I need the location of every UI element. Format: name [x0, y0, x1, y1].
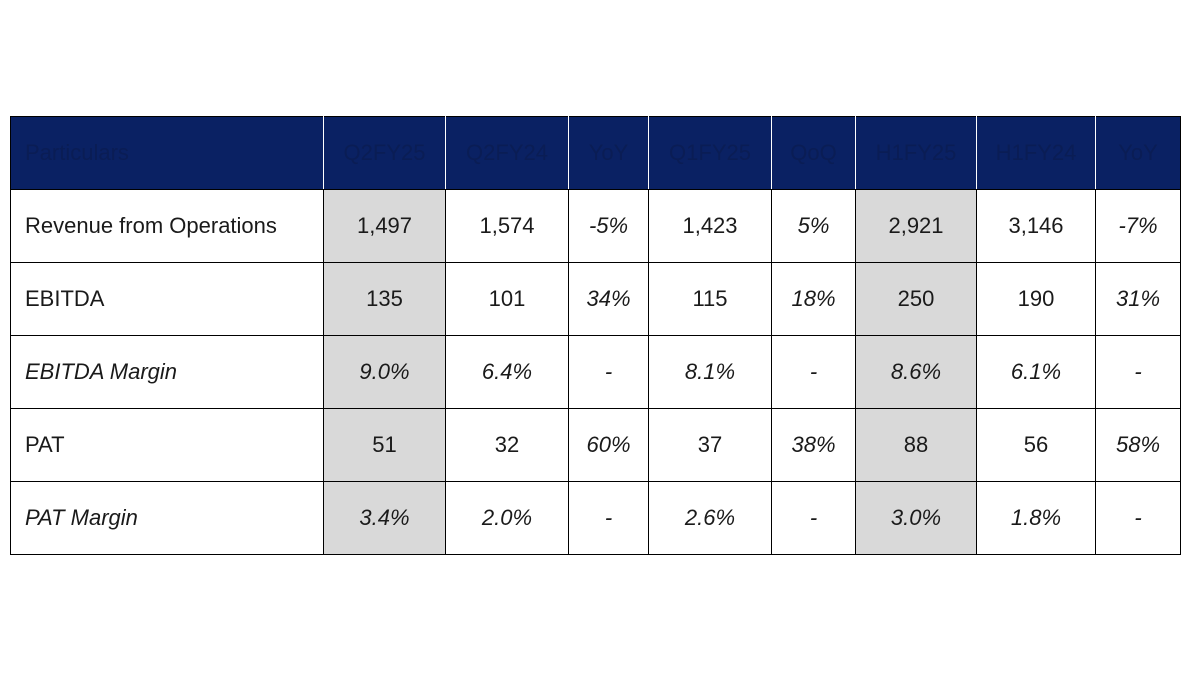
header-q2fy24: Q2FY24	[445, 116, 569, 190]
table-cell: 56	[976, 408, 1096, 482]
table-cell: 5%	[771, 189, 856, 263]
table-cell: -	[1095, 481, 1181, 555]
table-cell: 1,497	[323, 189, 446, 263]
table-cell: 58%	[1095, 408, 1181, 482]
table-cell: 6.1%	[976, 335, 1096, 409]
table-row: Revenue from Operations 1,497 1,574 -5% 1,42…	[10, 189, 1181, 263]
table-cell: 31%	[1095, 262, 1181, 336]
table-cell: 8.1%	[648, 335, 772, 409]
header-row: Particulars Q2FY25 Q2FY24 YoY Q1FY25 QoQ…	[10, 116, 1181, 190]
header-yoy-quarter: YoY	[568, 116, 649, 190]
table-cell: 38%	[771, 408, 856, 482]
table-cell: 3,146	[976, 189, 1096, 263]
table-cell: 3.0%	[855, 481, 977, 555]
header-h1fy25: H1FY25	[855, 116, 977, 190]
row-label: EBITDA	[10, 262, 324, 336]
table-cell: 1.8%	[976, 481, 1096, 555]
table-cell: 135	[323, 262, 446, 336]
table-cell: 34%	[568, 262, 649, 336]
table-cell: 6.4%	[445, 335, 569, 409]
table-cell: -5%	[568, 189, 649, 263]
table-cell: -	[1095, 335, 1181, 409]
table-row: PAT 51 32 60% 37 38% 88 56 58%	[10, 408, 1181, 482]
table-cell: -	[568, 481, 649, 555]
table-cell: -7%	[1095, 189, 1181, 263]
table-body: Revenue from Operations 1,497 1,574 -5% 1,42…	[10, 189, 1181, 555]
header-h1fy24: H1FY24	[976, 116, 1096, 190]
row-label: EBITDA Margin	[10, 335, 324, 409]
row-label: PAT Margin	[10, 481, 324, 555]
header-particulars: Particulars	[10, 116, 324, 190]
table-cell: 115	[648, 262, 772, 336]
table-cell: 60%	[568, 408, 649, 482]
table-cell: 190	[976, 262, 1096, 336]
table-row: EBITDA 135 101 34% 115 18% 250 190 31%	[10, 262, 1181, 336]
table-cell: 37	[648, 408, 772, 482]
financial-results-table: Particulars Q2FY25 Q2FY24 YoY Q1FY25 QoQ…	[10, 116, 1181, 555]
table-cell: 2.0%	[445, 481, 569, 555]
header-q1fy25: Q1FY25	[648, 116, 772, 190]
table-cell: 2.6%	[648, 481, 772, 555]
table-cell: 101	[445, 262, 569, 336]
table-cell: 51	[323, 408, 446, 482]
table-cell: 8.6%	[855, 335, 977, 409]
table-cell: 1,423	[648, 189, 772, 263]
header-q2fy25: Q2FY25	[323, 116, 446, 190]
header-yoy-half: YoY	[1095, 116, 1181, 190]
table-cell: 250	[855, 262, 977, 336]
row-label: Revenue from Operations	[10, 189, 324, 263]
row-label: PAT	[10, 408, 324, 482]
table-cell: -	[771, 335, 856, 409]
table-cell: 1,574	[445, 189, 569, 263]
table-cell: -	[568, 335, 649, 409]
header-qoq: QoQ	[771, 116, 856, 190]
table-cell: 9.0%	[323, 335, 446, 409]
table-row: EBITDA Margin 9.0% 6.4% -8.1% -8.6% 6.1% -	[10, 335, 1181, 409]
table-cell: 18%	[771, 262, 856, 336]
table-cell: 3.4%	[323, 481, 446, 555]
table-cell: -	[771, 481, 856, 555]
table-row: PAT Margin 3.4% 2.0% -2.6% -3.0% 1.8% -	[10, 481, 1181, 555]
table-cell: 32	[445, 408, 569, 482]
table-cell: 88	[855, 408, 977, 482]
table-cell: 2,921	[855, 189, 977, 263]
